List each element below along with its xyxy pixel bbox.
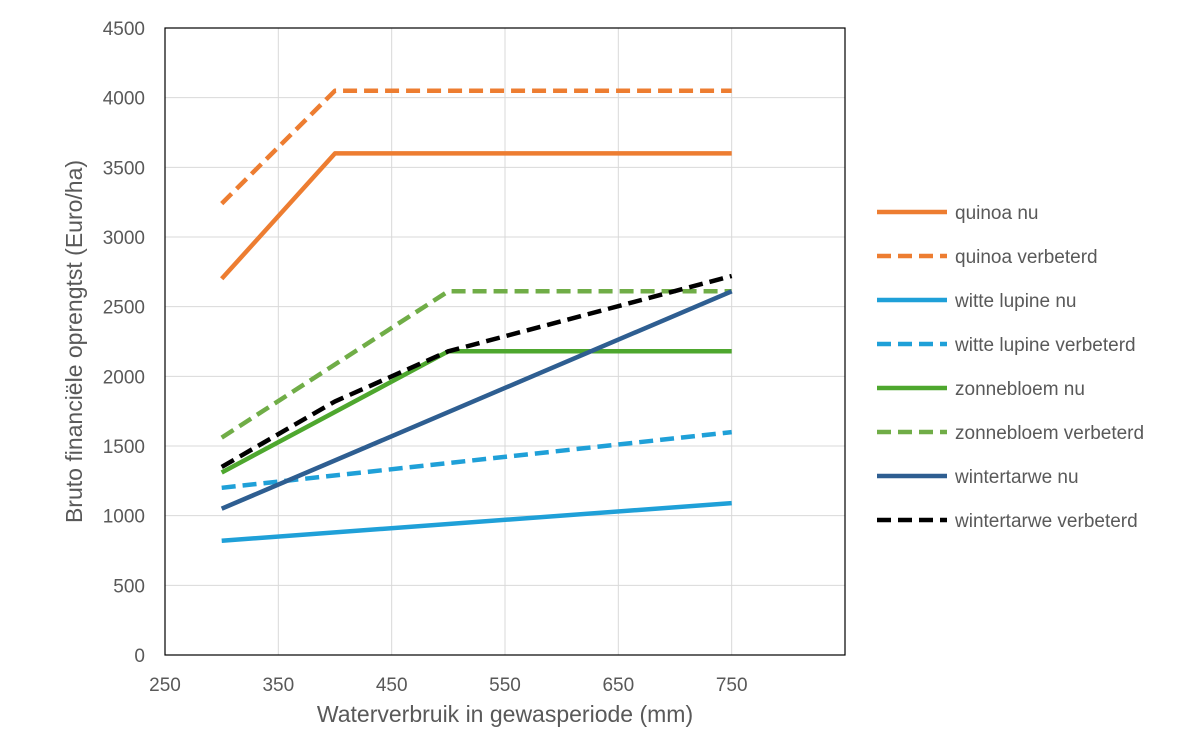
y-tick-label: 500 (113, 576, 145, 597)
x-tick-label: 550 (489, 675, 521, 696)
y-tick-label: 3000 (103, 228, 145, 249)
series-line-quinoa-verbeterd (220, 88, 732, 206)
gridlines (164, 27, 845, 656)
x-tick-label: 750 (716, 675, 748, 696)
legend-label: witte lupine verbeterd (954, 335, 1136, 356)
y-tick-label: 2500 (103, 298, 145, 319)
series-line-witte-lupine-verbeterd (221, 429, 732, 491)
series-line-wintertarwe-verbeterd (220, 273, 733, 469)
series-line-witte-lupine-nu (221, 500, 732, 543)
legend-label: wintertarwe nu (954, 467, 1079, 488)
legend: quinoa nu quinoa verbeterd witte lupine nu… (877, 203, 1144, 532)
legend-label: witte lupine nu (954, 291, 1076, 312)
x-axis-label: Waterverbruik in gewasperiode (mm) (317, 701, 693, 727)
y-axis-label: Bruto financiële oprengtst (Euro/ha) (61, 160, 87, 523)
legend-label: quinoa nu (955, 203, 1038, 224)
series-line-zonnebloem-verbeterd (220, 289, 732, 440)
series-lines (220, 88, 733, 543)
legend-label: zonnebloem verbeterd (955, 423, 1144, 444)
y-tick-label: 4500 (103, 19, 145, 40)
x-tick-label: 250 (149, 675, 181, 696)
x-tick-label: 650 (602, 675, 634, 696)
tick-labels: 0 500 1000 1500 2000 2500 3000 3500 4000 4500 250 3… (103, 19, 748, 696)
series-line-zonnebloem-nu (220, 349, 732, 475)
series-line-wintertarwe-nu (220, 289, 733, 511)
y-tick-label: 3500 (103, 158, 145, 179)
plot-area-border (164, 27, 846, 656)
y-tick-label: 4000 (103, 89, 145, 110)
y-tick-label: 2000 (103, 367, 145, 388)
y-tick-label: 1500 (103, 437, 145, 458)
legend-label: wintertarwe verbeterd (954, 511, 1138, 532)
y-tick-label: 1000 (103, 507, 145, 528)
x-tick-label: 450 (376, 675, 408, 696)
x-tick-label: 350 (262, 675, 294, 696)
y-tick-label: 0 (134, 646, 145, 667)
legend-label: zonnebloem nu (955, 379, 1085, 400)
series-line-quinoa-nu (220, 151, 732, 281)
legend-label: quinoa verbeterd (955, 247, 1098, 268)
